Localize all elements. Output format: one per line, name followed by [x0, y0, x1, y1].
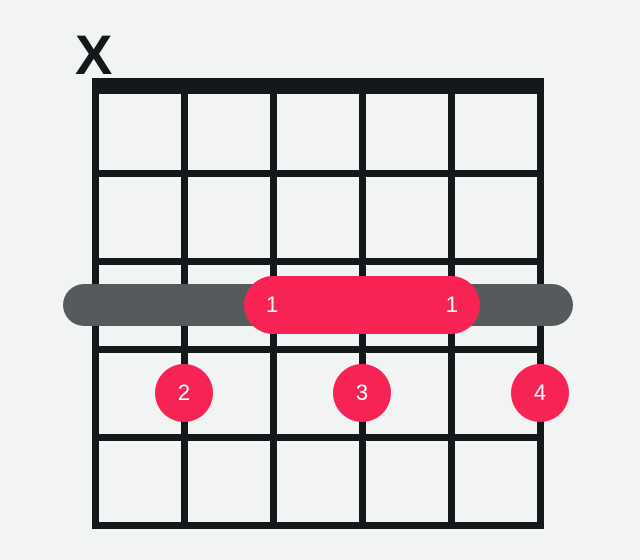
finger-dot-label: 2: [178, 380, 190, 406]
barre: 1 1: [244, 276, 480, 334]
finger-dot-label: 4: [534, 380, 546, 406]
barre-label-right: 1: [446, 292, 458, 318]
finger-dot-label: 3: [356, 380, 368, 406]
finger-dot-4: 4: [511, 364, 569, 422]
finger-dot-2: 2: [155, 364, 213, 422]
nut: [92, 78, 544, 94]
fret-line-2: [92, 258, 544, 265]
fret-line-3: [92, 346, 544, 353]
barre-label-left: 1: [266, 292, 278, 318]
fret-line-1: [92, 170, 544, 177]
fret-line-5: [92, 522, 544, 529]
fret-line-4: [92, 434, 544, 441]
finger-dot-3: 3: [333, 364, 391, 422]
